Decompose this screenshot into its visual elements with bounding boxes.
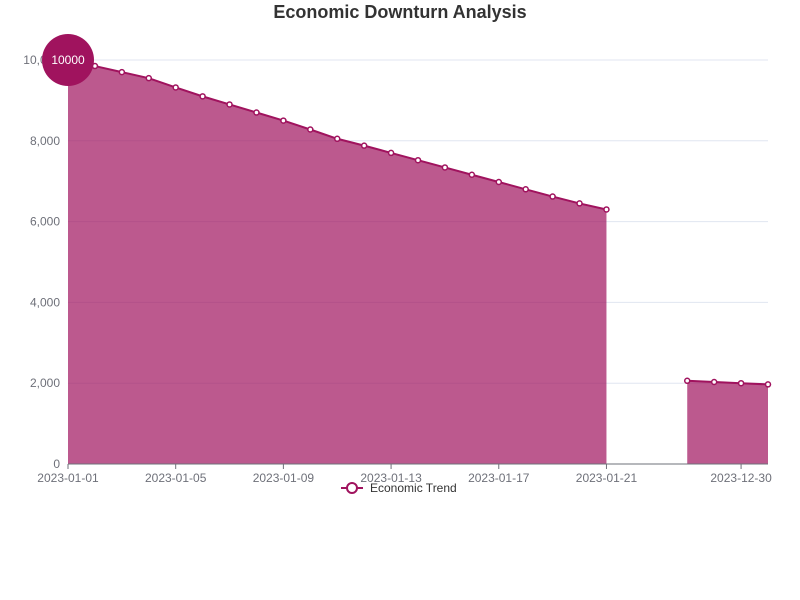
x-tick-label: 2023-01-05 — [145, 471, 207, 485]
data-point[interactable] — [495, 178, 503, 186]
data-point[interactable] — [414, 156, 422, 164]
area-fill — [68, 60, 607, 464]
data-point[interactable] — [333, 135, 341, 143]
area-fill — [687, 380, 768, 464]
y-tick-label: 2,000 — [30, 376, 60, 390]
chart-title: Economic Downturn Analysis — [273, 2, 527, 22]
data-point[interactable] — [118, 68, 126, 76]
x-tick-label: 2023-12-30 — [710, 471, 772, 485]
x-tick-label: 2023-01-21 — [576, 471, 638, 485]
x-tick-label: 2023-01-17 — [468, 471, 530, 485]
data-point[interactable] — [764, 381, 772, 388]
max-value-label: 10000 — [51, 53, 85, 67]
series-line — [687, 379, 769, 386]
data-point[interactable] — [683, 377, 691, 385]
data-point[interactable] — [468, 171, 476, 178]
data-point[interactable] — [172, 84, 179, 91]
data-point[interactable] — [226, 101, 233, 108]
y-tick-label: 6,000 — [30, 215, 60, 229]
data-point[interactable] — [710, 378, 718, 386]
legend-label[interactable]: Economic Trend — [370, 481, 457, 495]
data-point[interactable] — [737, 379, 745, 387]
data-point[interactable] — [549, 193, 556, 200]
data-point[interactable] — [441, 164, 449, 171]
x-tick-label: 2023-01-09 — [253, 471, 315, 485]
data-point[interactable] — [603, 206, 610, 213]
data-point[interactable] — [307, 126, 314, 133]
data-point[interactable] — [522, 186, 529, 193]
max-marker: 10000 — [42, 34, 94, 86]
max-value-marker — [42, 34, 94, 86]
x-tick-label: 2023-01-01 — [37, 471, 99, 485]
legend[interactable]: Economic Trend — [341, 481, 457, 495]
data-point[interactable] — [387, 149, 395, 157]
data-point[interactable] — [576, 200, 583, 207]
legend-marker-icon — [346, 482, 358, 494]
y-tick-label: 4,000 — [30, 295, 60, 309]
y-tick-label: 0 — [53, 457, 60, 471]
data-point[interactable] — [253, 109, 260, 116]
data-point[interactable] — [360, 142, 368, 149]
x-tick-label: 2023-01-13 — [360, 471, 422, 485]
data-point[interactable] — [199, 93, 206, 100]
y-tick-label: 8,000 — [30, 134, 60, 148]
data-point[interactable] — [280, 117, 287, 124]
area-fills — [68, 60, 768, 464]
data-point[interactable] — [145, 74, 153, 82]
